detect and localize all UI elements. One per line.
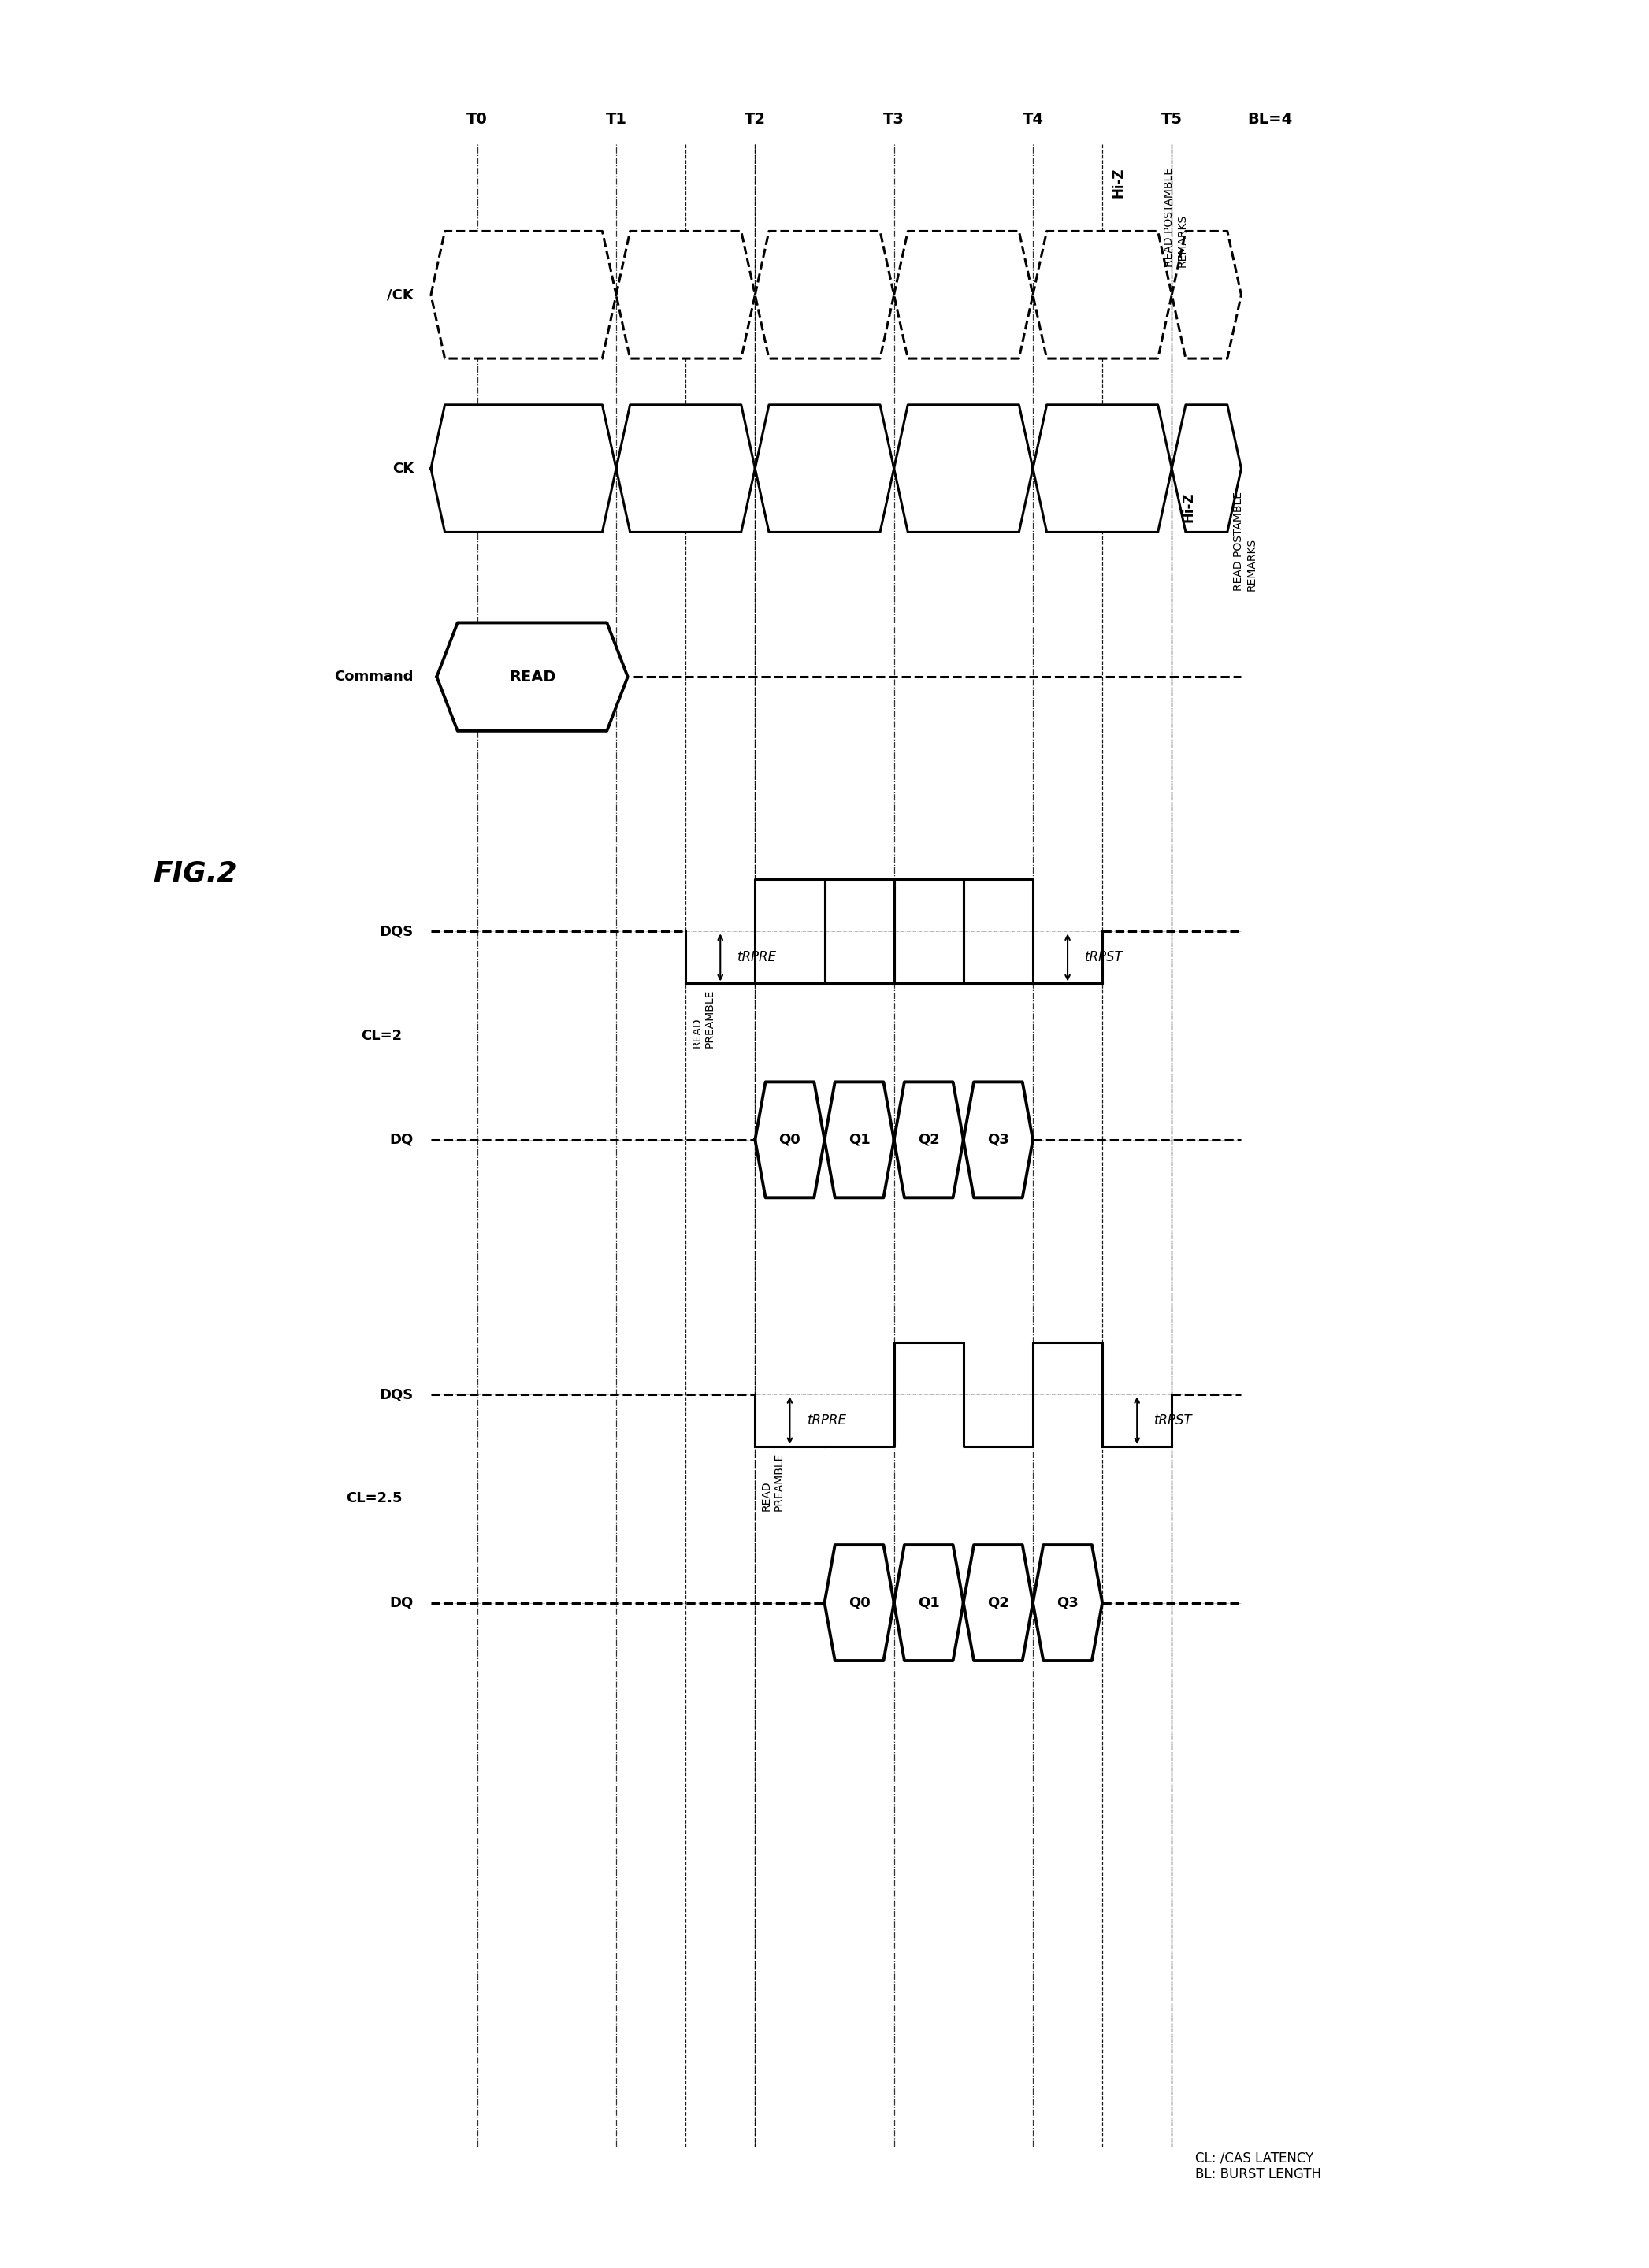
Text: BL=4: BL=4 [1247,111,1293,127]
Text: T3: T3 [884,111,905,127]
Polygon shape [755,231,894,358]
Polygon shape [1032,1545,1102,1660]
Text: Q0: Q0 [848,1597,871,1610]
Polygon shape [430,404,617,533]
Text: tRPRE: tRPRE [737,950,777,964]
Text: tRPST: tRPST [1085,950,1123,964]
Text: T5: T5 [1161,111,1182,127]
Text: DQ: DQ [389,1597,414,1610]
Polygon shape [894,1082,963,1198]
Text: READ POSTAMBLE
REMARKS: READ POSTAMBLE REMARKS [1233,492,1257,592]
Polygon shape [430,231,617,358]
Text: Hi-Z: Hi-Z [1111,168,1126,197]
Text: Q1: Q1 [848,1132,871,1148]
Text: /CK: /CK [388,288,414,302]
Polygon shape [894,231,1032,358]
Text: T0: T0 [467,111,488,127]
Polygon shape [1032,231,1172,358]
Text: tRPRE: tRPRE [806,1413,846,1427]
Polygon shape [963,1545,1032,1660]
Text: READ
PREAMBLE: READ PREAMBLE [691,989,716,1048]
Text: FIG.2: FIG.2 [153,860,237,887]
Text: CL=2.5: CL=2.5 [346,1492,402,1506]
Polygon shape [824,1545,894,1660]
Text: Command: Command [335,669,414,685]
Polygon shape [824,1082,894,1198]
Polygon shape [894,404,1032,533]
Polygon shape [894,1545,963,1660]
Text: Q0: Q0 [778,1132,801,1148]
Text: DQS: DQS [379,1388,414,1402]
Polygon shape [617,231,755,358]
Polygon shape [1172,231,1242,358]
Text: Q3: Q3 [1057,1597,1078,1610]
Polygon shape [963,1082,1032,1198]
Polygon shape [1032,404,1172,533]
Polygon shape [755,1082,824,1198]
Text: CL: /CAS LATENCY
BL: BURST LENGTH: CL: /CAS LATENCY BL: BURST LENGTH [1196,2150,1321,2182]
Text: CK: CK [392,460,414,476]
Text: T4: T4 [1022,111,1044,127]
Text: Q2: Q2 [918,1132,940,1148]
Text: tRPST: tRPST [1154,1413,1192,1427]
Text: T2: T2 [744,111,765,127]
Text: T1: T1 [605,111,627,127]
Text: Q3: Q3 [988,1132,1009,1148]
Text: Q2: Q2 [988,1597,1009,1610]
Text: READ
PREAMBLE: READ PREAMBLE [760,1452,785,1510]
Text: READ POSTAMBLE
REMARKS: READ POSTAMBLE REMARKS [1164,168,1187,268]
Text: DQ: DQ [389,1132,414,1148]
Text: CL=2: CL=2 [361,1027,402,1043]
Polygon shape [437,624,628,730]
Polygon shape [1172,404,1242,533]
Text: Q1: Q1 [918,1597,940,1610]
Polygon shape [755,404,894,533]
Text: Hi-Z: Hi-Z [1181,492,1196,522]
Text: DQS: DQS [379,925,414,939]
Polygon shape [617,404,755,533]
Text: READ: READ [510,669,556,685]
